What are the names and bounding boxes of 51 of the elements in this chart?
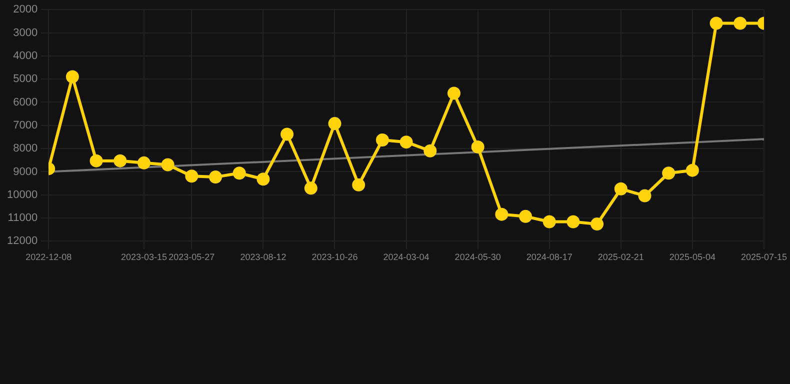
- point: [424, 144, 437, 158]
- point: [376, 133, 389, 146]
- y-tick-label: 11000: [8, 212, 38, 224]
- point: [185, 170, 198, 183]
- y-tick-label: 5000: [13, 73, 38, 86]
- point: [209, 170, 222, 184]
- y-tick-label: 6000: [13, 96, 38, 108]
- point: [66, 70, 79, 84]
- x-tick-label: 2025-05-04: [669, 252, 716, 262]
- point: [566, 215, 580, 228]
- y-tick-label: 10000: [6, 188, 38, 201]
- point: [495, 208, 508, 221]
- point: [638, 189, 652, 202]
- point: [542, 215, 556, 228]
- y-tick-label: 12000: [6, 235, 38, 248]
- y-tick-label: 7000: [13, 119, 38, 132]
- y-tick-label: 3000: [13, 26, 38, 39]
- x-tick-label: 2023-03-15: [120, 252, 167, 262]
- point: [114, 154, 127, 168]
- x-tick-label: 2023-05-27: [168, 252, 215, 262]
- point: [90, 154, 103, 168]
- point: [519, 210, 532, 223]
- point: [471, 140, 484, 154]
- x-tick-label: 2022-12-08: [26, 252, 72, 262]
- point: [590, 218, 604, 231]
- point: [304, 182, 318, 195]
- y-tick-label: 8000: [13, 142, 38, 155]
- point: [686, 164, 699, 177]
- point: [137, 156, 150, 170]
- x-tick-label: 2024-05-30: [454, 252, 501, 262]
- point: [400, 136, 413, 149]
- point: [256, 172, 270, 186]
- y-tick-label: 4000: [13, 50, 38, 62]
- x-tick-label: 2024-03-04: [383, 252, 430, 262]
- point: [352, 178, 366, 192]
- point: [710, 16, 723, 30]
- x-tick-label: 2024-08-17: [526, 252, 572, 262]
- x-tick-label: 2023-10-26: [312, 252, 358, 262]
- point: [614, 182, 628, 196]
- x-tick-label: 2023-08-12: [240, 252, 286, 262]
- point: [734, 16, 747, 30]
- y-tick-label: 2000: [13, 4, 38, 16]
- point: [161, 158, 174, 172]
- point: [447, 86, 460, 100]
- point: [662, 166, 676, 180]
- point: [232, 166, 246, 180]
- y-tick-label: 9000: [13, 166, 38, 178]
- x-tick-label: 2025-02-21: [598, 252, 644, 262]
- x-tick-label: 2025-07-15: [740, 252, 788, 262]
- point: [328, 117, 342, 130]
- point: [280, 128, 294, 141]
